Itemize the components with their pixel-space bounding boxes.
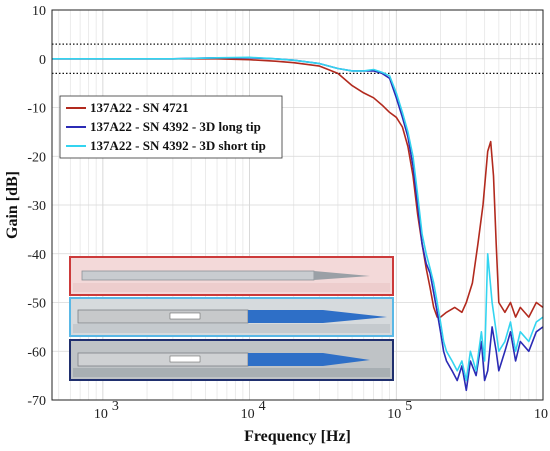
y-tick-label: 0: [39, 53, 46, 68]
x-tick-exponent: 4: [259, 399, 266, 414]
x-tick-label: 10: [241, 407, 255, 422]
sensor-tip: [314, 271, 370, 280]
x-tick-label: 10: [94, 407, 108, 422]
x-tick-labels: 103104105106: [94, 399, 548, 422]
legend: 137A22 - SN 4721 137A22 - SN 4392 - 3D lo…: [59, 95, 283, 159]
sensor-sleeve: [248, 310, 323, 323]
sensor-body: [77, 352, 249, 367]
sensor-photo-sn4392-long-tip: [69, 297, 394, 337]
y-tick-label: -60: [27, 345, 46, 360]
legend-label: 137A22 - SN 4392 - 3D long tip: [90, 119, 261, 134]
y-tick-label: -70: [27, 394, 46, 409]
x-axis-label: Frequency [Hz]: [244, 428, 351, 445]
x-tick-label: 10: [387, 407, 401, 422]
x-tick-label: 10: [534, 407, 548, 422]
sensor-serial-tag: [169, 355, 201, 363]
series-line-3: [52, 56, 544, 382]
series-line-1: [52, 57, 544, 318]
sensor-tip: [323, 353, 370, 366]
y-tick-label: -30: [27, 199, 46, 214]
legend-label: 137A22 - SN 4721: [90, 100, 189, 115]
y-tick-labels: 10 0 -10 -20 -30 -40 -50 -60 -70: [27, 4, 46, 409]
sensor-body: [81, 270, 315, 281]
y-tick-label: 10: [32, 4, 46, 19]
photo-shadow: [73, 368, 390, 377]
y-tick-label: -50: [27, 297, 46, 312]
sensor-serial-tag: [169, 312, 201, 320]
sensor-photo-sn4721: [69, 256, 394, 296]
y-axis-label: Gain [dB]: [4, 171, 21, 239]
sensor-photo-sn4392-short-tip: [69, 339, 394, 381]
legend-box: [59, 95, 283, 159]
plot-frame: [51, 9, 544, 401]
sensor-tip: [323, 310, 387, 323]
series-lines: [52, 56, 544, 392]
photo-shadow: [73, 283, 390, 292]
sensor-sleeve: [248, 353, 323, 366]
reference-lines: [52, 43, 543, 74]
photo-shadow: [73, 324, 390, 333]
y-tick-label: -20: [27, 150, 46, 165]
y-tick-label: -40: [27, 248, 46, 263]
legend-label: 137A22 - SN 4392 - 3D short tip: [90, 138, 266, 153]
x-tick-exponent: 5: [405, 399, 412, 414]
sensor-body: [77, 309, 249, 324]
inset-photos: [69, 256, 394, 381]
x-tick-exponent: 3: [112, 399, 119, 414]
y-tick-label: -10: [27, 102, 46, 117]
